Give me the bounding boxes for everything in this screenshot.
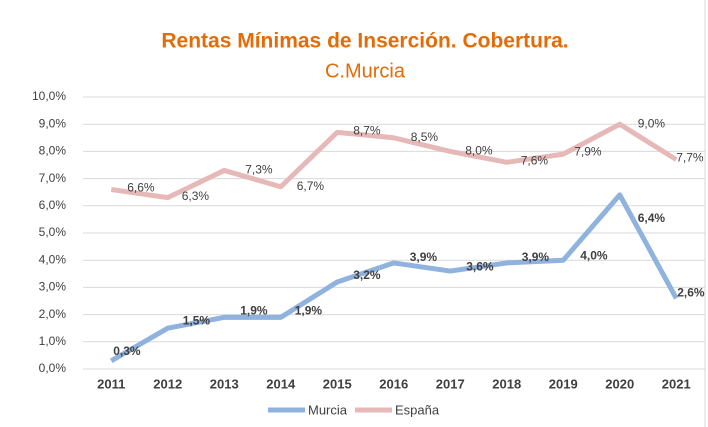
legend-label: España (395, 402, 440, 417)
data-label: 1,9% (295, 303, 323, 317)
x-tick-label: 2013 (210, 376, 239, 391)
y-tick-label: 1,0% (39, 334, 67, 348)
chart-title: Rentas Mínimas de Inserción. Cobertura. (161, 30, 568, 53)
y-tick-label: 10,0% (32, 89, 66, 103)
y-tick-label: 0,0% (39, 361, 67, 375)
data-label: 1,5% (183, 313, 211, 327)
y-tick-label: 8,0% (39, 144, 67, 158)
data-label: 3,6% (466, 259, 494, 273)
data-label: 8,7% (353, 124, 381, 138)
data-label: 0,3% (113, 344, 141, 358)
data-label: 8,0% (465, 144, 493, 158)
x-tick-label: 2021 (662, 376, 691, 391)
line (110, 121, 678, 201)
data-label: 3,9% (410, 250, 438, 264)
data-label: 2,6% (677, 285, 705, 299)
x-tick-label: 2012 (153, 376, 182, 391)
y-tick-label: 6,0% (39, 198, 67, 212)
data-label: 9,0% (638, 116, 666, 130)
y-tick-label: 7,0% (39, 171, 67, 185)
data-label: 7,3% (245, 163, 273, 177)
data-label: 6,4% (638, 211, 666, 225)
x-tick-label: 2018 (492, 376, 521, 391)
x-tick-label: 2015 (323, 376, 352, 391)
data-label: 7,7% (676, 151, 704, 165)
data-label: 3,2% (353, 268, 381, 282)
y-tick-label: 9,0% (39, 116, 67, 130)
line (109, 192, 679, 364)
data-label: 7,6% (521, 153, 549, 167)
x-tick-label: 2020 (605, 376, 634, 391)
data-label: 4,0% (580, 248, 608, 262)
data-label: 7,9% (574, 144, 602, 158)
data-label: 6,7% (297, 179, 325, 193)
data-label: 3,9% (522, 250, 550, 264)
x-tick-label: 2011 (97, 376, 125, 391)
data-label: 1,9% (240, 303, 268, 317)
legend-label: Murcia (308, 402, 348, 417)
y-tick-label: 4,0% (39, 252, 67, 266)
x-tick-label: 2019 (549, 376, 578, 391)
data-label: 8,5% (411, 130, 439, 144)
y-tick-label: 5,0% (39, 225, 67, 239)
y-tick-label: 3,0% (39, 280, 67, 294)
x-tick-label: 2014 (266, 376, 296, 391)
chart-subtitle: C.Murcia (325, 60, 406, 82)
x-tick-label: 2017 (436, 376, 465, 391)
y-tick-label: 2,0% (39, 307, 67, 321)
data-label: 6,6% (127, 181, 155, 195)
x-tick-label: 2016 (379, 376, 408, 391)
data-label: 6,3% (182, 189, 210, 203)
